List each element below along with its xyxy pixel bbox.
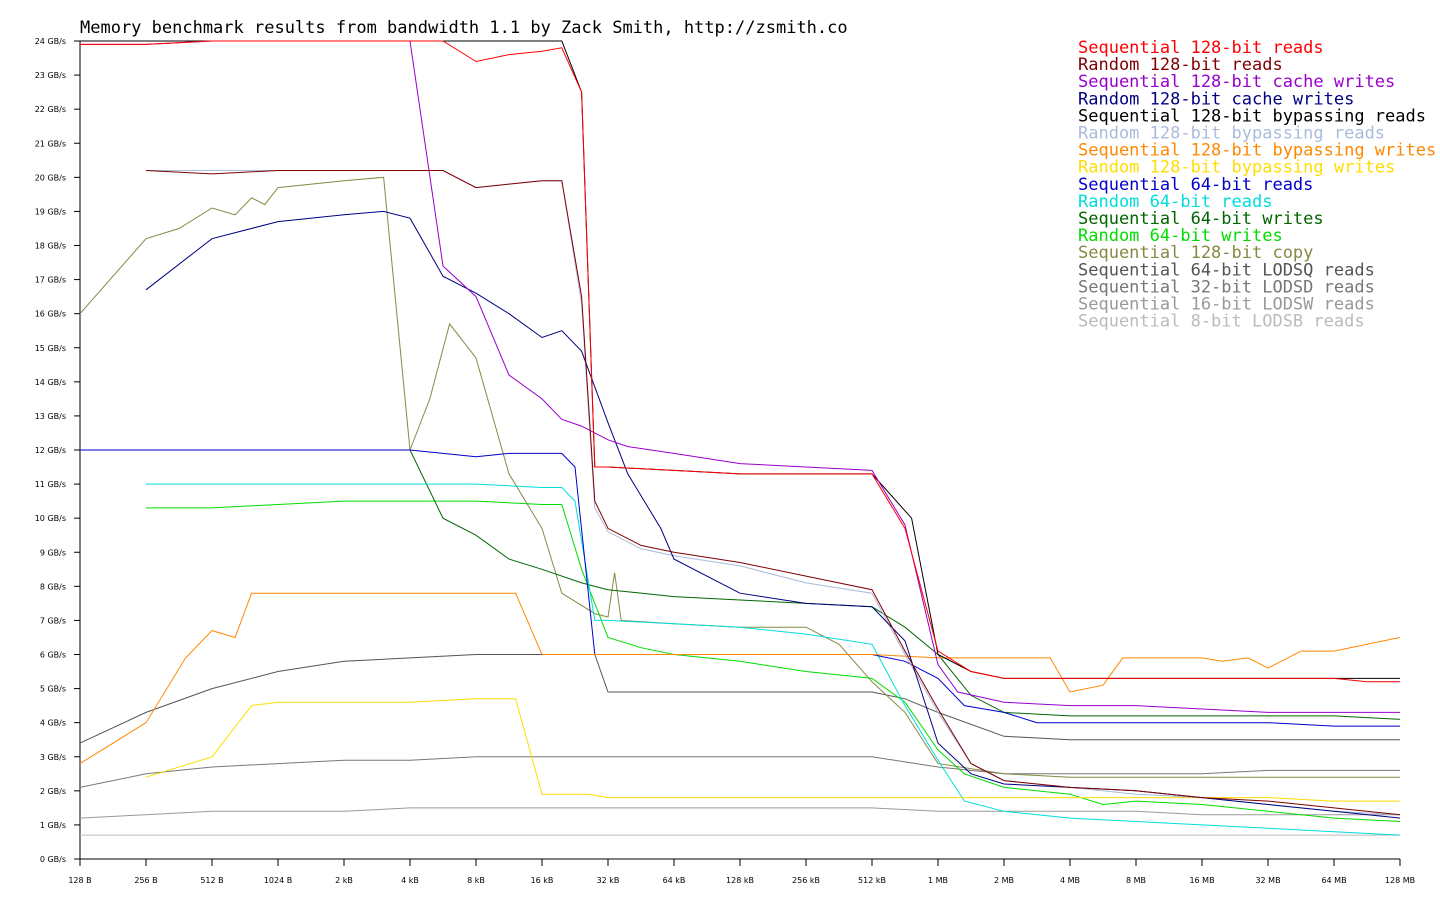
- chart-title: Memory benchmark results from bandwidth …: [80, 18, 848, 38]
- series-line: [145, 698, 1400, 802]
- y-tick-label: 2 GB/s: [40, 787, 66, 796]
- x-tick-label: 32 MB: [1255, 876, 1280, 885]
- x-tick-label: 4 kB: [401, 876, 419, 885]
- legend-entry: Sequential 128-bit bypassing writes: [1078, 141, 1436, 161]
- series-line: [80, 449, 1401, 720]
- legend-entry: Random 64-bit writes: [1078, 226, 1283, 246]
- legend-entry: Sequential 64-bit reads: [1078, 175, 1313, 195]
- y-tick-label: 10 GB/s: [35, 514, 66, 523]
- x-tick-label: 128 B: [68, 876, 91, 885]
- legend-entry: Sequential 128-bit reads: [1078, 38, 1324, 58]
- y-tick-label: 23 GB/s: [35, 71, 66, 80]
- x-tick-label: 64 kB: [663, 876, 686, 885]
- x-tick-label: 2 kB: [335, 876, 353, 885]
- legend-entry: Random 128-bit bypassing writes: [1078, 158, 1395, 178]
- legend-entry: Random 128-bit cache writes: [1078, 89, 1354, 109]
- series-line: [79, 807, 1400, 819]
- y-tick-label: 3 GB/s: [40, 753, 66, 762]
- y-tick-label: 21 GB/s: [35, 139, 66, 148]
- y-tick-label: 13 GB/s: [35, 412, 66, 421]
- y-tick-label: 0 GB/s: [40, 855, 66, 864]
- legend-entry: Sequential 128-bit cache writes: [1078, 72, 1395, 92]
- series-line: [80, 40, 1400, 683]
- x-tick-label: 16 kB: [531, 876, 554, 885]
- series-line: [79, 654, 1400, 744]
- x-tick-label: 4 MB: [1060, 876, 1080, 885]
- x-tick-label: 2 MB: [994, 876, 1014, 885]
- legend-entry: Sequential 128-bit bypassing reads: [1078, 106, 1426, 126]
- legend-entry: Sequential 32-bit LODSD reads: [1078, 277, 1375, 297]
- series-line: [79, 176, 1400, 778]
- x-tick-label: 512 B: [200, 876, 223, 885]
- x-tick-label: 256 kB: [792, 876, 820, 885]
- legend-entry: Sequential 8-bit LODSB reads: [1078, 312, 1365, 332]
- y-tick-label: 4 GB/s: [40, 719, 66, 728]
- y-tick-label: 6 GB/s: [40, 651, 66, 660]
- series-line: [145, 170, 1401, 816]
- legend-entry: Sequential 64-bit writes: [1078, 209, 1324, 229]
- x-tick-label: 1024 B: [264, 876, 292, 885]
- series-line: [146, 483, 1401, 836]
- series-line: [80, 449, 1400, 727]
- x-tick-label: 8 MB: [1126, 876, 1146, 885]
- y-tick-label: 18 GB/s: [35, 242, 66, 251]
- series-lines: [79, 40, 1401, 836]
- y-tick-label: 22 GB/s: [35, 105, 66, 114]
- y-tick-label: 8 GB/s: [40, 582, 66, 591]
- y-tick-label: 7 GB/s: [40, 616, 66, 625]
- legend-entry: Random 128-bit bypassing reads: [1078, 124, 1385, 144]
- y-tick-label: 20 GB/s: [35, 173, 66, 182]
- series-line: [79, 592, 1401, 765]
- x-tick-label: 512 kB: [858, 876, 886, 885]
- x-tick-label: 128 MB: [1385, 876, 1415, 885]
- y-tick-label: 16 GB/s: [35, 310, 66, 319]
- x-tick-label: 64 MB: [1321, 876, 1346, 885]
- y-tick-label: 9 GB/s: [40, 548, 66, 557]
- y-tick-label: 11 GB/s: [35, 480, 66, 489]
- y-tick-label: 14 GB/s: [35, 378, 66, 387]
- x-tick-label: 8 kB: [467, 876, 485, 885]
- legend-entry: Sequential 64-bit LODSQ reads: [1078, 260, 1375, 280]
- x-tick-label: 32 kB: [597, 876, 620, 885]
- y-tick-label: 5 GB/s: [40, 685, 66, 694]
- y-tick-label: 24 GB/s: [35, 37, 66, 46]
- x-tick-label: 1 MB: [928, 876, 948, 885]
- y-tick-label: 15 GB/s: [35, 344, 66, 353]
- axes: 0 GB/s 1 GB/s 2 GB/s 3 GB/s 4 GB/s 5 GB/s 6 GB…: [35, 37, 1415, 885]
- x-tick-label: 128 kB: [726, 876, 754, 885]
- series-line: [146, 500, 1401, 822]
- legend-entry: Random 64-bit reads: [1078, 192, 1272, 212]
- legend-entry: Sequential 128-bit copy: [1078, 243, 1313, 263]
- y-tick-label: 17 GB/s: [35, 276, 66, 285]
- y-tick-label: 19 GB/s: [35, 207, 66, 216]
- x-tick-label: 256 B: [134, 876, 157, 885]
- x-tick-label: 16 MB: [1189, 876, 1214, 885]
- y-tick-label: 1 GB/s: [40, 821, 66, 830]
- legend-entry: Random 128-bit reads: [1078, 55, 1283, 75]
- legend-entry: Sequential 16-bit LODSW reads: [1078, 295, 1375, 315]
- y-tick-label: 12 GB/s: [35, 446, 66, 455]
- series-line: [79, 756, 1400, 788]
